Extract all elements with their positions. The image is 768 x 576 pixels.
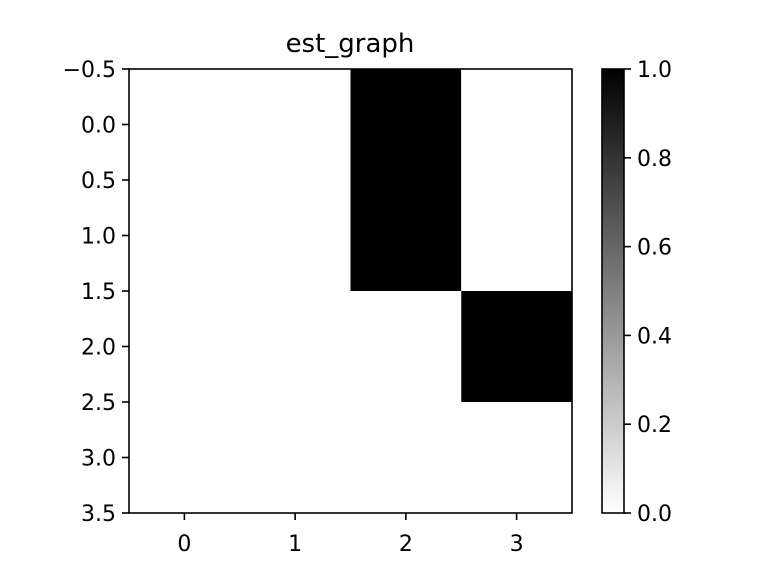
y-tick-label: 2.0 xyxy=(81,336,116,361)
colorbar-tick-label: 0.2 xyxy=(637,413,672,438)
heatmap-cell xyxy=(239,69,351,180)
x-tick-label: 3 xyxy=(510,532,524,557)
y-tick-label: 1.0 xyxy=(81,225,116,250)
y-tick-label: 0.0 xyxy=(81,114,116,139)
heatmap-cell xyxy=(350,69,462,180)
y-tick-label: 3.0 xyxy=(81,447,116,472)
colorbar-tick-label: 0.4 xyxy=(637,324,672,349)
heatmap-cell xyxy=(239,180,351,291)
heatmap-cell xyxy=(129,402,240,513)
x-tick-label: 1 xyxy=(288,532,302,557)
heatmap-cell xyxy=(461,402,572,513)
heatmap-cell xyxy=(461,291,572,402)
heatmap-cell xyxy=(129,69,240,180)
y-tick-label: 0.5 xyxy=(81,169,116,194)
heatmap-cell xyxy=(129,180,240,291)
heatmap-cells xyxy=(129,69,572,513)
heatmap-cell xyxy=(461,180,572,291)
chart-title: est_graph xyxy=(286,29,415,59)
colorbar-tick-label: 0.6 xyxy=(637,236,672,261)
colorbar-tick-label: 0.0 xyxy=(637,502,672,527)
colorbar-axis: 0.0 0.2 0.4 0.6 0.8 1.0 xyxy=(624,58,672,527)
heatmap-cell xyxy=(350,180,462,291)
colorbar-tick-label: 0.8 xyxy=(637,147,672,172)
y-tick-label: 2.5 xyxy=(81,391,116,416)
heatmap-cell xyxy=(239,402,351,513)
heatmap-cell xyxy=(129,291,240,402)
colorbar xyxy=(601,68,625,514)
y-tick-label: 1.5 xyxy=(81,280,116,305)
y-tick-label: 3.5 xyxy=(81,502,116,527)
heatmap-cell xyxy=(350,402,462,513)
heatmap-cell xyxy=(350,291,462,402)
heatmap-cell xyxy=(461,69,572,180)
x-axis: 0 1 2 3 xyxy=(177,513,524,557)
y-tick-label: −0.5 xyxy=(63,58,116,83)
x-tick-label: 0 xyxy=(177,532,191,557)
heatmap-cell xyxy=(239,291,351,402)
x-tick-label: 2 xyxy=(399,532,413,557)
colorbar-tick-label: 1.0 xyxy=(637,58,672,83)
y-axis: −0.5 0.0 0.5 1.0 1.5 2.0 2.5 3.0 3.5 xyxy=(63,58,129,527)
